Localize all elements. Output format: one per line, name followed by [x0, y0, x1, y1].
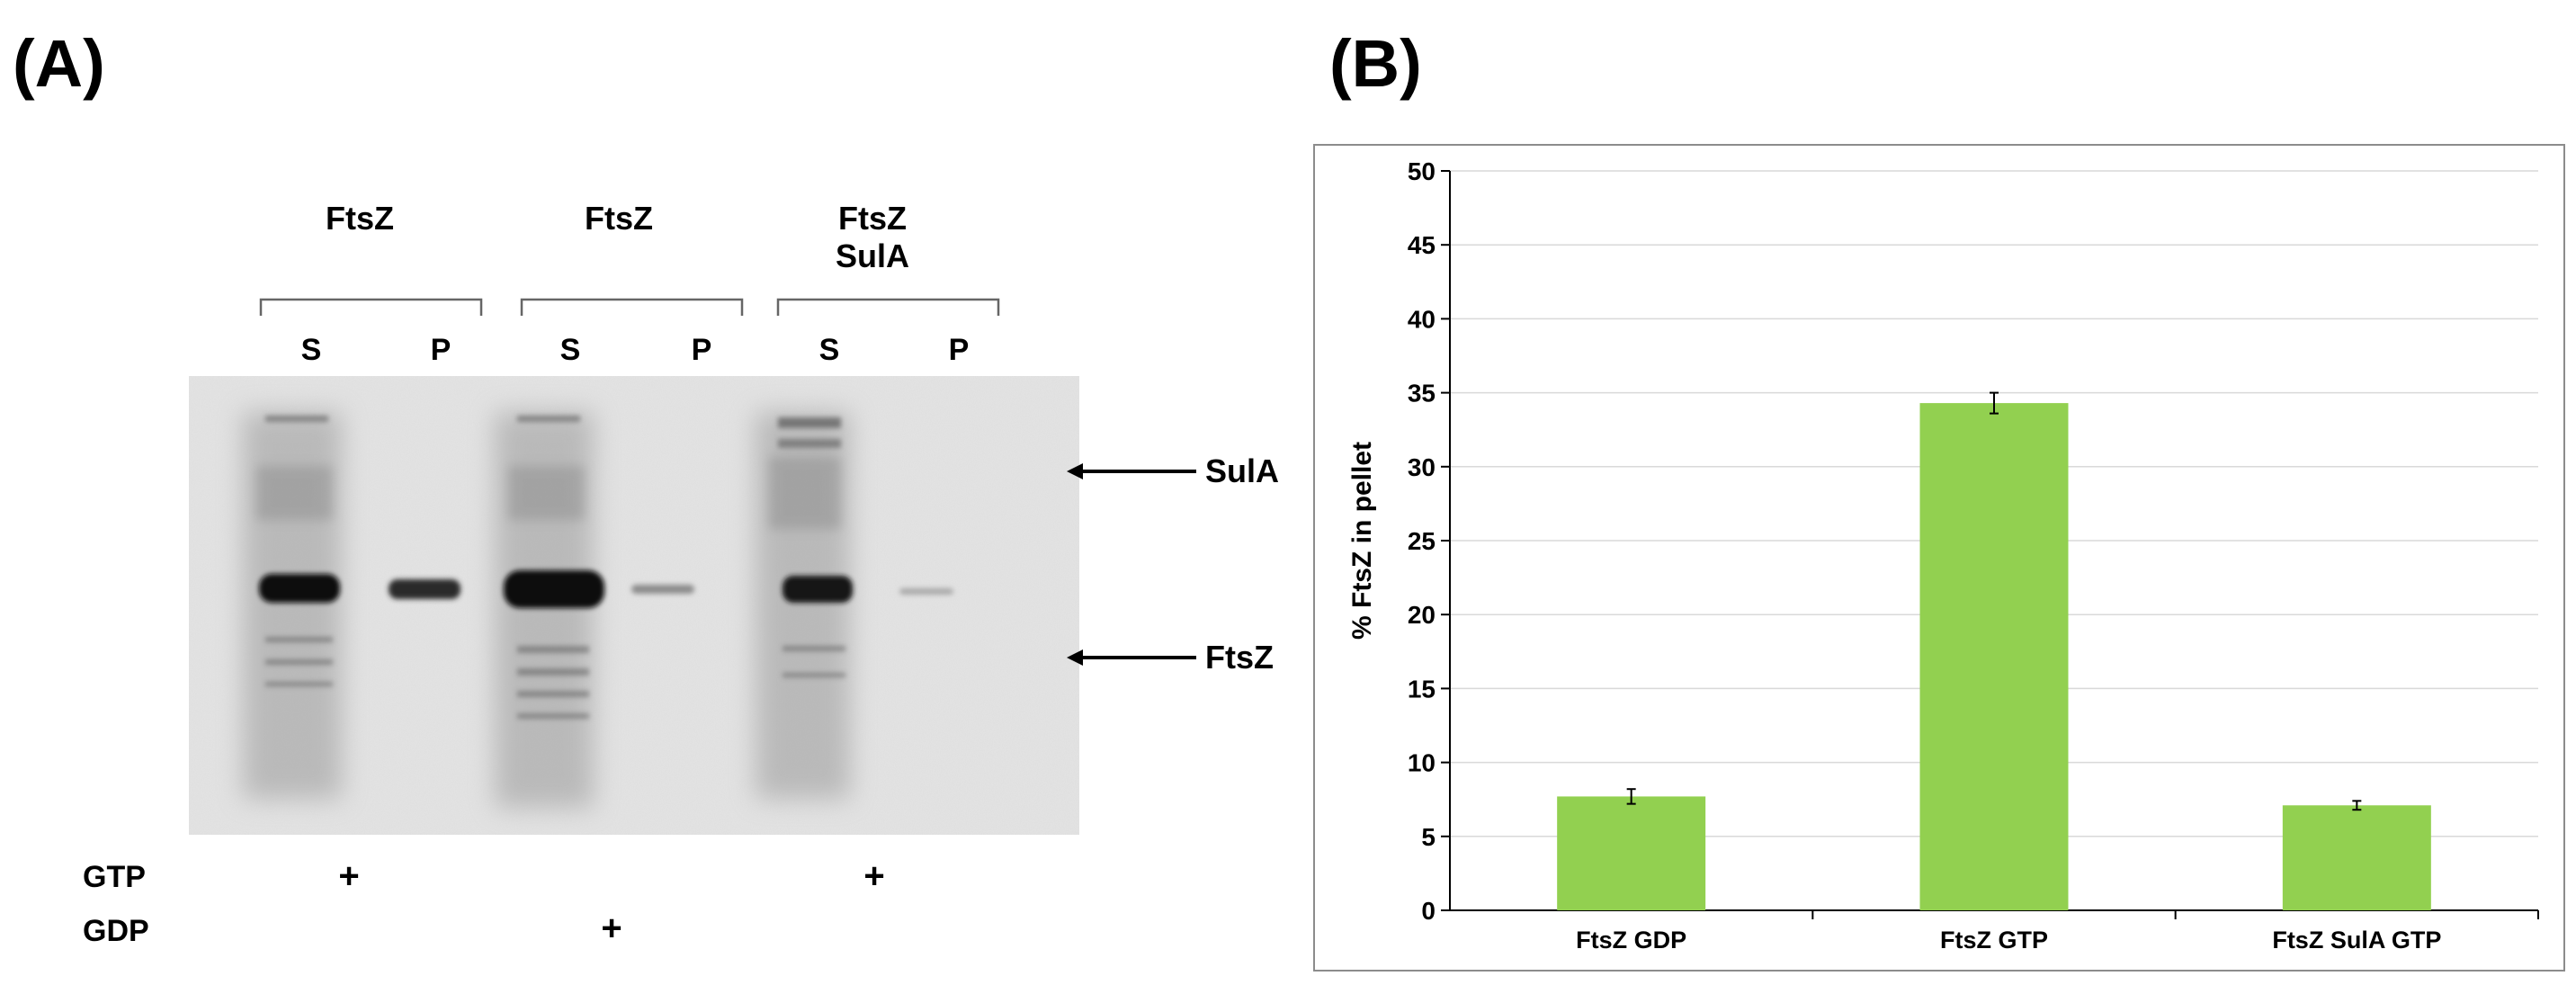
gdp-label: GDP: [83, 914, 149, 948]
bracket-1: [259, 298, 483, 316]
lane-label-3: S: [559, 333, 581, 367]
gel-group-1-line1: FtsZ: [326, 200, 394, 237]
lane-label-2: P: [430, 333, 452, 367]
y-tick-label-1: 5: [1421, 823, 1436, 851]
gtp-label: GTP: [83, 860, 146, 894]
lane-label-5: S: [818, 333, 840, 367]
sula-label: SulA: [1205, 452, 1280, 489]
gel-group-3-line1: FtsZ: [838, 200, 907, 237]
y-axis-label: % FtsZ in pellet: [1347, 442, 1377, 640]
y-tick-label-7: 35: [1408, 380, 1436, 407]
x-tick-label-1: FtsZ GTP: [1940, 927, 2048, 954]
gel-group-3-label: FtsZ SulA: [809, 200, 935, 275]
gtp-plus-lane-5: +: [863, 856, 885, 896]
lane-label-4: P: [691, 333, 712, 367]
x-tick-label-2: FtsZ SulA GTP: [2272, 927, 2441, 954]
y-tick-label-5: 25: [1408, 527, 1436, 555]
y-tick-label-9: 45: [1408, 231, 1436, 259]
gel-brackets: [259, 298, 1000, 316]
gel-group-2-label: FtsZ: [556, 200, 682, 237]
gtp-plus-lane-1: +: [338, 856, 360, 896]
panel-a-label: (A): [13, 26, 105, 101]
x-tick-label-0: FtsZ GDP: [1576, 927, 1686, 954]
y-tick-label-0: 0: [1421, 897, 1436, 925]
gel-group-3-line2: SulA: [835, 237, 909, 274]
sula-arrow: [1067, 463, 1196, 479]
y-tick-label-4: 20: [1408, 601, 1436, 629]
y-tick-label-3: 15: [1408, 675, 1436, 703]
gel-arrows: [1067, 463, 1196, 666]
y-tick-label-6: 30: [1408, 453, 1436, 481]
y-tick-label-2: 10: [1408, 749, 1436, 777]
y-tick-label-10: 50: [1408, 157, 1436, 185]
ftsz-arrow: [1067, 649, 1196, 666]
bracket-3: [776, 298, 1000, 316]
bracket-2: [520, 298, 744, 316]
y-tick-label-8: 40: [1408, 305, 1436, 333]
ftsz-label: FtsZ: [1205, 639, 1274, 676]
bar-0: [1557, 796, 1706, 910]
bar-1: [1919, 403, 2069, 910]
bar-chart-panel: 0 5 10 15 20 25 30 35 40 45 50 % FtsZ in pellet FtsZ…: [1313, 144, 2565, 972]
bar-2: [2282, 805, 2431, 910]
gel-group-1-label: FtsZ: [297, 200, 423, 237]
gel-group-2-line1: FtsZ: [585, 200, 653, 237]
panel-b-label: (B): [1329, 26, 1422, 101]
lane-label-1: S: [300, 333, 322, 367]
gdp-plus-lane-3: +: [601, 909, 622, 948]
lane-label-6: P: [948, 333, 970, 367]
bar-chart: 0 5 10 15 20 25 30 35 40 45 50 % FtsZ in pellet FtsZ…: [1347, 157, 2539, 954]
gel-image: [189, 376, 1079, 835]
